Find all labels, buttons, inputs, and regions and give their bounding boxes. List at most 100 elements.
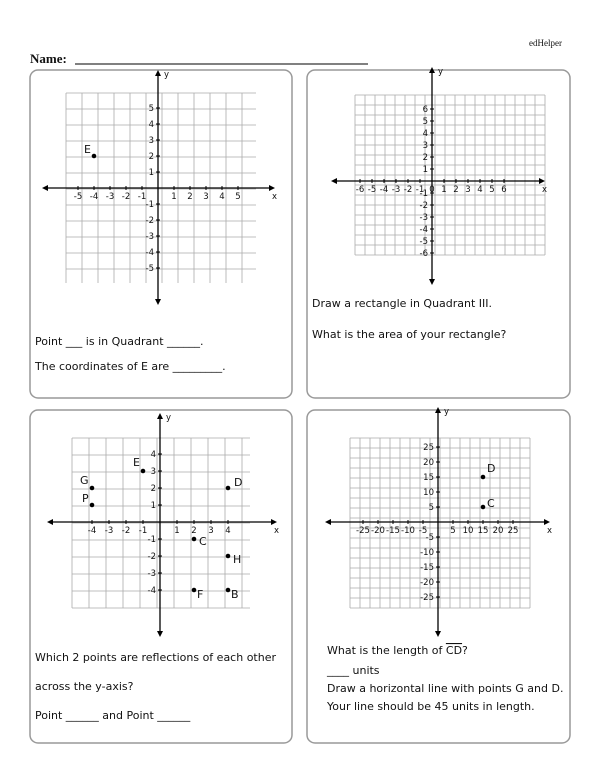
point-label: C <box>199 535 207 548</box>
x-tick-label: -2 <box>404 185 412 195</box>
arrow <box>331 67 545 285</box>
axis-label: x <box>274 526 279 536</box>
point <box>480 474 486 480</box>
axis-label: x <box>272 192 277 202</box>
instruction: Point ___ is in Quadrant ______. <box>35 335 204 348</box>
x-tick-label: -5 <box>419 526 427 536</box>
question: What is the length of CD? <box>327 644 468 657</box>
y-tick-label: 6 <box>423 105 428 115</box>
instruction: across the y-axis? <box>35 680 134 693</box>
segment-name: CD <box>446 644 462 657</box>
x-tick-label: 3 <box>208 526 213 536</box>
brand: edHelper <box>529 38 562 48</box>
y-tick-label: 3 <box>423 141 428 151</box>
panel-frame <box>306 69 571 399</box>
axis-label: y <box>164 70 169 80</box>
y-tick-label: 4 <box>149 120 154 130</box>
instruction: What is the area of your rectangle? <box>312 328 507 341</box>
point <box>191 536 197 542</box>
y-tick-label: -3 <box>420 213 428 223</box>
y-tick-label: 4 <box>423 129 428 139</box>
x-tick-label: 5 <box>450 526 455 536</box>
y-tick-label: 5 <box>149 104 154 114</box>
instruction: Your line should be 45 units in length. <box>326 700 535 713</box>
x-tick-label: 3 <box>203 192 208 202</box>
point-label: G <box>80 474 89 487</box>
x-tick-label: -1 <box>139 526 147 536</box>
x-tick-label: -4 <box>90 192 98 202</box>
x-tick-label: -4 <box>88 526 96 536</box>
x-tick-label: -1 <box>138 192 146 202</box>
x-tick-label: 4 <box>477 185 482 195</box>
y-tick-label: -25 <box>420 593 434 603</box>
y-tick-label: 1 <box>149 168 154 178</box>
x-tick-label: -3 <box>105 526 113 536</box>
instruction: Point ______ and Point ______ <box>35 709 191 722</box>
panel-frame <box>29 69 293 399</box>
point-label: E <box>133 456 140 469</box>
x-tick-label: -20 <box>371 526 385 536</box>
point-label: P <box>82 492 89 505</box>
x-tick-label: 0 <box>429 185 434 195</box>
point <box>91 153 97 159</box>
x-tick-label: 5 <box>235 192 240 202</box>
point-label: B <box>231 588 239 601</box>
instruction: ____ units <box>326 664 380 677</box>
x-tick-label: 1 <box>171 192 176 202</box>
x-tick-label: -5 <box>368 185 376 195</box>
point <box>225 553 231 559</box>
point <box>89 502 95 508</box>
axis-label: x <box>542 185 547 195</box>
y-tick-label: 1 <box>423 165 428 175</box>
x-tick-label: 3 <box>465 185 470 195</box>
axis-label: y <box>444 407 449 417</box>
x-tick-label: -1 <box>416 185 424 195</box>
point-label: F <box>197 588 203 601</box>
y-tick-label: 10 <box>423 488 434 498</box>
point <box>225 485 231 491</box>
instruction: Which 2 points are reflections of each o… <box>35 651 276 664</box>
point <box>480 504 486 510</box>
x-tick-label: 6 <box>501 185 506 195</box>
y-tick-label: -1 <box>420 189 428 199</box>
instruction: Draw a rectangle in Quadrant III. <box>312 297 492 310</box>
point-label: C <box>487 497 495 510</box>
y-tick-label: -20 <box>420 578 434 588</box>
point-label: H <box>233 553 241 566</box>
point-label: D <box>234 476 242 489</box>
y-tick-label: 2 <box>423 153 428 163</box>
x-tick-label: -5 <box>74 192 82 202</box>
x-tick-label: 10 <box>463 526 474 536</box>
y-tick-label: 20 <box>423 458 434 468</box>
y-tick-label: -15 <box>420 563 434 573</box>
y-tick-label: 3 <box>149 136 154 146</box>
y-tick-label: 3 <box>151 467 156 477</box>
y-tick-label: 25 <box>423 443 434 453</box>
y-tick-label: -2 <box>146 216 154 226</box>
arrow <box>47 413 277 637</box>
x-tick-label: -3 <box>392 185 400 195</box>
y-tick-label: -3 <box>146 232 154 242</box>
y-tick-label: -4 <box>420 225 428 235</box>
y-tick-label: -3 <box>148 569 156 579</box>
x-tick-label: -2 <box>122 192 130 202</box>
y-tick-label: -5 <box>426 533 434 543</box>
y-tick-label: -2 <box>420 201 428 211</box>
y-tick-label: -6 <box>420 249 428 259</box>
x-tick-label: -15 <box>386 526 400 536</box>
axis-label: y <box>438 67 443 77</box>
y-tick-label: -5 <box>420 237 428 247</box>
x-tick-label: 25 <box>508 526 519 536</box>
x-tick-label: 2 <box>191 526 196 536</box>
name-label: Name: <box>30 51 67 66</box>
x-tick-label: 4 <box>225 526 230 536</box>
point <box>225 587 231 593</box>
y-tick-label: 5 <box>429 503 434 513</box>
y-tick-label: -10 <box>420 548 434 558</box>
panel-frame <box>29 409 293 744</box>
x-tick-label: -6 <box>356 185 364 195</box>
x-tick-label: 5 <box>489 185 494 195</box>
y-tick-label: -4 <box>146 248 154 258</box>
x-tick-label: 1 <box>441 185 446 195</box>
